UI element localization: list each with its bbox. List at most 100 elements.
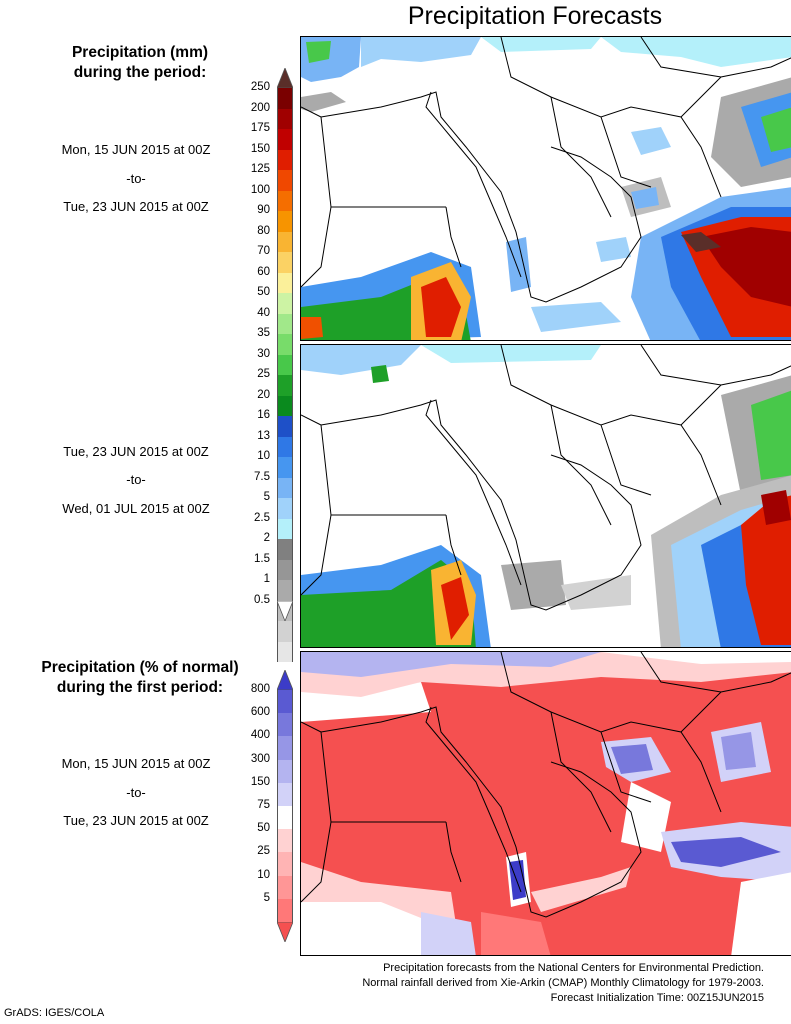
scale-tick-label: 50 bbox=[257, 822, 270, 835]
scale-tick-label: 25 bbox=[257, 845, 270, 858]
colorbar-swatch bbox=[277, 190, 293, 211]
colorbar-swatch bbox=[277, 108, 293, 129]
colorbar-swatch bbox=[277, 252, 293, 273]
footer-line2: Normal rainfall derived from Xie-Arkin (… bbox=[362, 977, 764, 989]
precip-colorbar-bottom-arrow bbox=[277, 601, 293, 621]
map-borders bbox=[301, 652, 791, 918]
colorbar-swatch bbox=[277, 170, 293, 191]
colorbar-swatch bbox=[277, 641, 293, 662]
colorbar-swatch bbox=[277, 782, 293, 806]
colorbar-swatch bbox=[277, 805, 293, 830]
scale-tick-label: 25 bbox=[257, 368, 270, 380]
scale-tick-label: 1 bbox=[263, 573, 270, 585]
colorbar-swatch bbox=[277, 580, 293, 601]
colorbar-swatch bbox=[277, 88, 293, 109]
period2-start: Tue, 23 JUN 2015 at 00Z bbox=[63, 444, 209, 459]
scale-tick-label: 0.5 bbox=[254, 593, 270, 606]
colorbar-swatch bbox=[277, 129, 293, 150]
footer-line3: Forecast Initialization Time: 00Z15JUN20… bbox=[550, 992, 764, 1004]
colorbar-swatch bbox=[277, 375, 293, 396]
scale-tick-label: 80 bbox=[257, 224, 270, 237]
colorbar-swatch bbox=[277, 395, 293, 416]
pct-normal-map bbox=[300, 651, 791, 956]
colorbar-swatch bbox=[277, 231, 293, 252]
colorbar-swatch bbox=[277, 334, 293, 355]
scale-tick-label: 60 bbox=[257, 265, 270, 278]
scale-tick-label: 16 bbox=[257, 409, 270, 421]
precip-field bbox=[301, 345, 791, 647]
scale-tick-label: 100 bbox=[250, 183, 270, 196]
page-title: Precipitation Forecasts bbox=[407, 2, 663, 30]
pct-header-line2: during the first period: bbox=[56, 679, 224, 696]
scale-tick-label: 150 bbox=[250, 142, 270, 155]
scale-tick-label: 5 bbox=[263, 491, 270, 503]
scale-tick-label: 35 bbox=[257, 327, 270, 339]
scale-tick-label: 10 bbox=[257, 450, 270, 462]
scale-tick-label: 150 bbox=[250, 775, 270, 788]
scale-tick-label: 2 bbox=[263, 532, 270, 544]
precip-header-line1: Precipitation (mm) bbox=[71, 44, 209, 61]
scale-tick-label: 30 bbox=[257, 347, 270, 360]
colorbar-swatch bbox=[277, 713, 293, 737]
colorbar-swatch bbox=[277, 690, 293, 714]
scale-tick-label: 7.5 bbox=[254, 470, 270, 483]
period3-start: Mon, 15 JUN 2015 at 00Z bbox=[61, 756, 211, 771]
colorbar-swatch bbox=[277, 621, 293, 642]
precip-colorbar bbox=[277, 88, 293, 662]
colorbar-swatch bbox=[277, 457, 293, 478]
pct-header: Precipitation (% of normal) during the f… bbox=[25, 658, 255, 698]
period1-sep: -to- bbox=[126, 171, 146, 186]
colorbar-swatch bbox=[277, 829, 293, 853]
period1-end: Tue, 23 JUN 2015 at 00Z bbox=[63, 199, 209, 214]
scale-tick-label: 75 bbox=[257, 799, 270, 811]
scale-tick-label: 50 bbox=[257, 286, 270, 298]
scale-tick-label: 125 bbox=[250, 163, 270, 175]
colorbar-swatch bbox=[277, 759, 293, 783]
scale-tick-label: 600 bbox=[250, 706, 270, 719]
colorbar-swatch bbox=[277, 559, 293, 580]
colorbar-swatch bbox=[277, 477, 293, 498]
precip-map-period2 bbox=[300, 344, 791, 648]
colorbar-swatch bbox=[277, 354, 293, 375]
colorbar-swatch bbox=[277, 518, 293, 539]
pct-colorbar bbox=[277, 690, 293, 922]
colorbar-swatch bbox=[277, 436, 293, 457]
scale-tick-label: 175 bbox=[250, 122, 270, 134]
colorbar-swatch bbox=[277, 852, 293, 876]
precip-colorbar-top-arrow bbox=[277, 68, 293, 88]
precip-field bbox=[301, 37, 791, 340]
scale-tick-label: 13 bbox=[257, 429, 270, 442]
period3-end: Tue, 23 JUN 2015 at 00Z bbox=[63, 813, 209, 828]
scale-tick-label: 400 bbox=[250, 729, 270, 742]
colorbar-swatch bbox=[277, 149, 293, 170]
map-borders bbox=[301, 37, 791, 303]
scale-tick-label: 300 bbox=[250, 752, 270, 765]
colorbar-swatch bbox=[277, 498, 293, 519]
scale-tick-label: 2.5 bbox=[254, 511, 270, 524]
colorbar-swatch bbox=[277, 736, 293, 760]
scale-tick-label: 800 bbox=[250, 683, 270, 695]
pct-colorbar-top-arrow bbox=[277, 670, 293, 690]
colorbar-swatch bbox=[277, 272, 293, 293]
scale-tick-label: 5 bbox=[263, 891, 270, 904]
colorbar-swatch bbox=[277, 293, 293, 314]
period2-sep: -to- bbox=[126, 472, 146, 487]
colorbar-swatch bbox=[277, 313, 293, 334]
period2-end: Wed, 01 JUL 2015 at 00Z bbox=[62, 501, 210, 516]
period1-start: Mon, 15 JUN 2015 at 00Z bbox=[61, 142, 211, 157]
scale-tick-label: 70 bbox=[257, 245, 270, 257]
scale-tick-label: 20 bbox=[257, 388, 270, 401]
colorbar-swatch bbox=[277, 211, 293, 232]
footer: Precipitation forecasts from the Nationa… bbox=[304, 961, 764, 1006]
period3-sep: -to- bbox=[126, 785, 146, 800]
scale-tick-label: 90 bbox=[257, 204, 270, 216]
pct-field bbox=[301, 652, 791, 955]
scale-tick-label: 10 bbox=[257, 868, 270, 881]
scale-tick-label: 40 bbox=[257, 306, 270, 319]
precip-header-line2: during the period: bbox=[73, 64, 207, 81]
precip-map-period1 bbox=[300, 36, 791, 341]
pct-colorbar-bottom-arrow bbox=[277, 922, 293, 942]
grads-credit: GrADS: IGES/COLA bbox=[4, 1007, 105, 1019]
scale-tick-label: 250 bbox=[250, 81, 270, 93]
map-borders bbox=[301, 345, 791, 611]
